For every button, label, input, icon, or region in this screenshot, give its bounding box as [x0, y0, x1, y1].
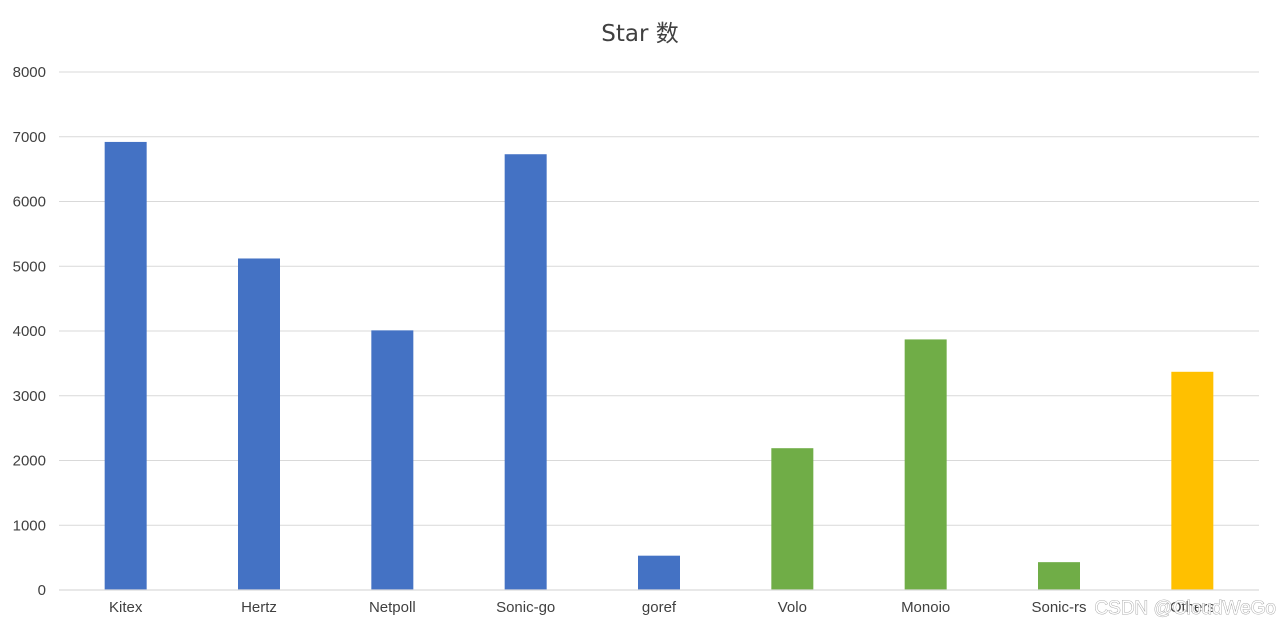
x-category-label: Hertz	[241, 599, 277, 616]
x-category-label: Sonic-rs	[1031, 599, 1086, 616]
bar-hertz	[238, 258, 280, 590]
x-category-label: Others	[1170, 599, 1215, 616]
y-tick-label: 0	[38, 582, 46, 599]
y-tick-label: 6000	[13, 194, 46, 211]
y-tick-label: 7000	[13, 129, 46, 146]
bar-sonic-rs	[1038, 562, 1080, 590]
y-axis-ticks: 0 1000 2000 3000 4000 5000 6000 7000 8000	[13, 64, 46, 599]
watermark: CSDN @CloudWeGo	[1094, 598, 1276, 619]
bar-kitex	[104, 141, 147, 590]
y-tick-label: 3000	[13, 388, 46, 405]
bar-netpoll	[371, 330, 414, 590]
y-tick-label: 8000	[13, 64, 46, 81]
x-category-label: Sonic-go	[496, 599, 555, 616]
bar-monoio	[904, 339, 947, 590]
x-category-label: goref	[642, 599, 677, 616]
x-category-label: Monoio	[901, 599, 950, 616]
chart-title: Star 数	[601, 21, 678, 47]
y-tick-label: 5000	[13, 258, 46, 275]
x-axis-categories: Kitex Hertz Netpoll Sonic-go goref Volo Monoio…	[109, 599, 1215, 616]
x-category-label: Kitex	[109, 599, 143, 616]
bar-goref	[638, 555, 680, 590]
y-tick-label: 4000	[13, 323, 46, 340]
x-category-label: Volo	[778, 599, 807, 616]
bar-sonic-go	[504, 154, 547, 591]
y-tick-label: 1000	[13, 517, 46, 534]
x-category-label: Netpoll	[369, 599, 416, 616]
bars	[104, 141, 1214, 591]
y-tick-label: 2000	[13, 453, 46, 470]
bar-others	[1171, 371, 1214, 590]
bar-volo	[771, 448, 814, 590]
